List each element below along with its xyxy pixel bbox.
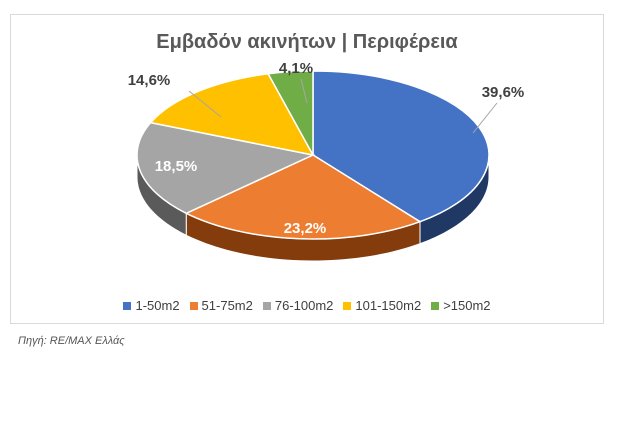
leader-line	[300, 78, 308, 104]
pie-chart: 39,6% 23,2% 18,5% 14,6% 4,1%	[128, 60, 525, 262]
chart-legend: 1-50m2 51-75m2 76-100m2 101-150m2 >150m2	[11, 298, 603, 313]
leader-line	[472, 102, 498, 134]
leader-line	[188, 90, 222, 118]
legend-item: 51-75m2	[189, 298, 253, 313]
legend-label: 101-150m2	[355, 298, 422, 313]
chart-frame: Εμβαδόν ακινήτων | Περιφέρεια 39,6% 23,2%…	[10, 14, 604, 324]
data-label: 4,1%	[279, 60, 313, 77]
pie-slice	[312, 70, 490, 223]
legend-swatch	[123, 301, 132, 310]
data-label: 14,6%	[128, 72, 171, 89]
pie-slice	[184, 154, 422, 240]
legend-label: 1-50m2	[135, 298, 180, 313]
source-note: Πηγή: RE/MAX Ελλάς	[18, 335, 125, 347]
legend-swatch	[343, 301, 352, 310]
legend-item: >150m2	[431, 298, 491, 313]
pie-slice	[266, 70, 314, 156]
data-label: 39,6%	[482, 84, 525, 101]
legend-item: 76-100m2	[262, 298, 334, 313]
data-label: 23,2%	[284, 220, 327, 237]
legend-item: 101-150m2	[343, 298, 421, 313]
legend-swatch	[262, 301, 271, 310]
legend-label: 51-75m2	[201, 298, 253, 313]
legend-label: 76-100m2	[274, 298, 334, 313]
legend-label: >150m2	[443, 298, 491, 313]
legend-item: 1-50m2	[123, 298, 180, 313]
legend-swatch	[431, 301, 440, 310]
legend-swatch	[189, 301, 198, 310]
pie-slice	[136, 121, 316, 215]
data-label: 18,5%	[155, 158, 198, 175]
chart-title: Εμβαδόν ακινήτων | Περιφέρεια	[156, 31, 458, 53]
pie-slice	[149, 72, 315, 157]
